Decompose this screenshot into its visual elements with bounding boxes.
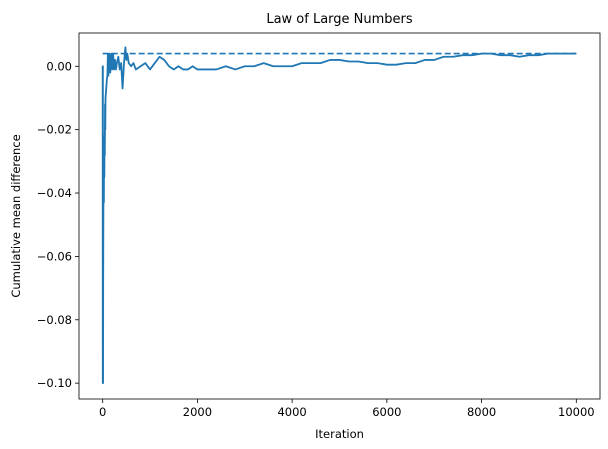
x-tick-label: 4000 [277, 405, 306, 419]
y-axis-label: Cumulative mean difference [9, 134, 23, 297]
series-line [101, 46, 577, 385]
plot-background [79, 33, 600, 399]
x-axis-label: Iteration [315, 427, 364, 441]
x-tick-label: 2000 [183, 405, 212, 419]
y-tick-label: −0.08 [37, 313, 72, 327]
x-tick-label: 0 [99, 405, 106, 419]
y-tick-label: −0.04 [37, 186, 72, 200]
x-tick-label: 6000 [372, 405, 401, 419]
x-axis-ticks: 0 2000 4000 6000 8000 10000 [99, 399, 595, 419]
y-tick-label: −0.02 [37, 123, 72, 137]
y-axis-ticks: −0.10 −0.08 −0.06 −0.04 −0.02 0.00 [37, 59, 79, 390]
chart-title: Law of Large Numbers [266, 12, 413, 27]
series-layer [101, 46, 577, 385]
plot-frame [78, 32, 601, 400]
x-tick-label: 8000 [467, 405, 496, 419]
y-tick-label: −0.10 [37, 376, 72, 390]
y-tick-label: −0.06 [37, 249, 72, 263]
x-tick-label: 10000 [558, 405, 595, 419]
y-tick-label: 0.00 [46, 59, 72, 73]
